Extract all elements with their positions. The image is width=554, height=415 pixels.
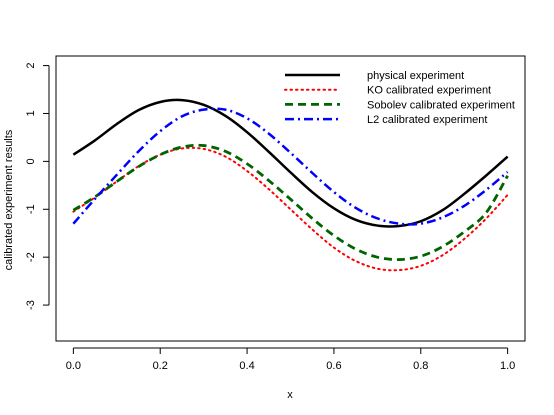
- series-line-2: [72, 143, 509, 261]
- series-line-1: [72, 146, 509, 272]
- legend-label-1: KO calibrated experiment: [367, 85, 491, 97]
- series-layer: [72, 98, 509, 272]
- x-tick-label: 1.0: [500, 360, 515, 372]
- x-tick-label: 0.2: [153, 360, 168, 372]
- y-tick-label: -1: [25, 204, 37, 214]
- legend-label-0: physical experiment: [367, 70, 464, 82]
- x-tick-label: 0.0: [66, 360, 81, 372]
- y-tick-label: 0: [25, 158, 37, 164]
- x-tick-label: 0.8: [413, 360, 428, 372]
- plot-frame: [55, 55, 526, 342]
- x-tick-label: 0.4: [239, 360, 254, 372]
- y-axis-title: calibrated experiment results: [3, 129, 15, 270]
- x-tick-label: 0.6: [326, 360, 341, 372]
- legend-label-2: Sobolev calibrated experiment: [367, 99, 515, 111]
- legend: physical experiment KO calibrated experim…: [284, 70, 515, 126]
- y-tick-label: 1: [25, 110, 37, 116]
- series-line-0: [72, 98, 509, 228]
- x-axis-title: x: [287, 389, 293, 401]
- x-axis: 0.0 0.2 0.4 0.6 0.8 1.0: [66, 347, 515, 372]
- y-tick-label: -3: [25, 300, 37, 310]
- y-axis: -3 -2 -1 0 1 2: [25, 63, 50, 310]
- y-tick-label: -2: [25, 252, 37, 262]
- y-tick-label: 2: [25, 63, 37, 69]
- legend-label-3: L2 calibrated experiment: [367, 114, 487, 126]
